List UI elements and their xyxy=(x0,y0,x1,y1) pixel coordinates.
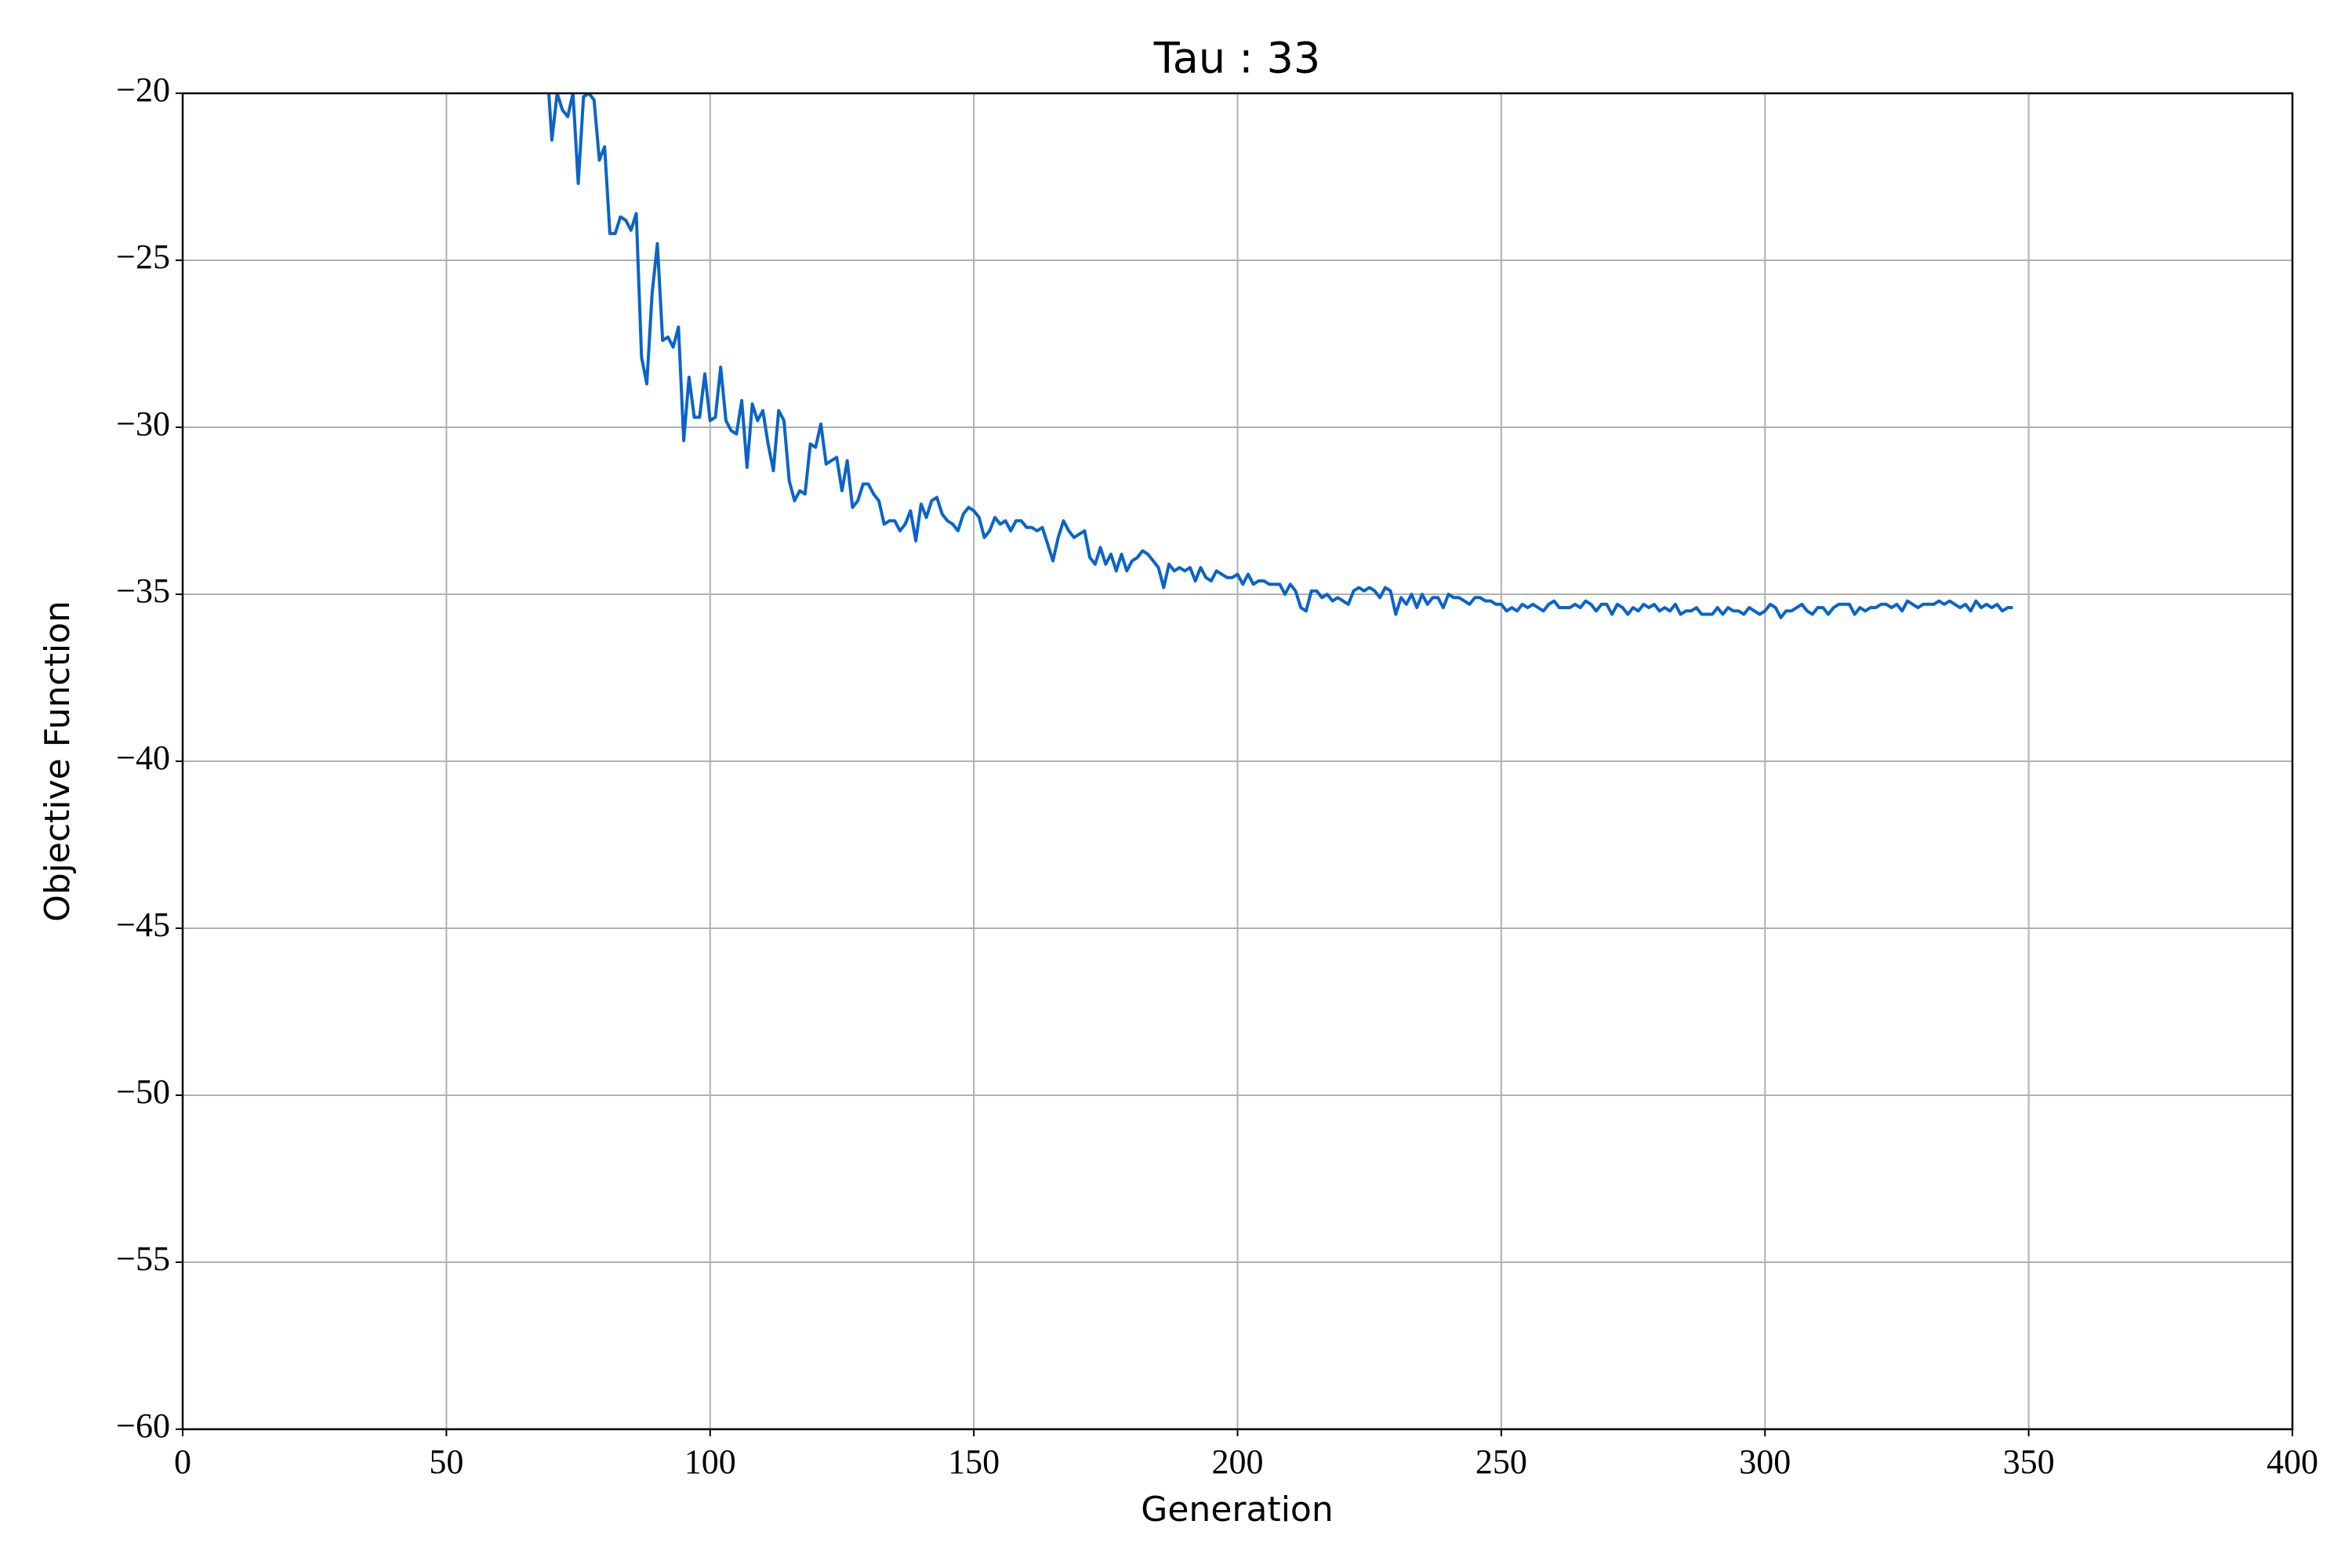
x-tick-label: 0 xyxy=(174,1443,191,1481)
x-tick-label: 400 xyxy=(2267,1443,2318,1481)
y-tick-label: −30 xyxy=(116,405,170,443)
x-axis-label: Generation xyxy=(1141,1490,1333,1530)
x-tick-label: 300 xyxy=(1739,1443,1791,1481)
y-tick-label: −55 xyxy=(116,1240,170,1278)
x-tick-label: 250 xyxy=(1475,1443,1527,1481)
y-tick-label: −40 xyxy=(116,739,170,777)
y-tick-label: −45 xyxy=(116,906,170,944)
y-tick-label: −25 xyxy=(116,238,170,276)
y-axis-label: Objective Function xyxy=(38,601,78,922)
x-tick-label: 200 xyxy=(1212,1443,1264,1481)
y-tick-label: −20 xyxy=(116,71,170,109)
chart-title: Tau : 33 xyxy=(1153,34,1321,83)
data-line xyxy=(546,93,2013,619)
x-tick-label: 350 xyxy=(2003,1443,2055,1481)
x-tick-label: 150 xyxy=(948,1443,1000,1481)
x-tick-label: 50 xyxy=(429,1443,463,1481)
plot-frame xyxy=(181,92,2294,1431)
y-tick-label: −50 xyxy=(116,1073,170,1111)
y-tick-label: −60 xyxy=(116,1406,170,1445)
y-tick-label: −35 xyxy=(116,572,170,610)
x-tick-label: 100 xyxy=(684,1443,736,1481)
